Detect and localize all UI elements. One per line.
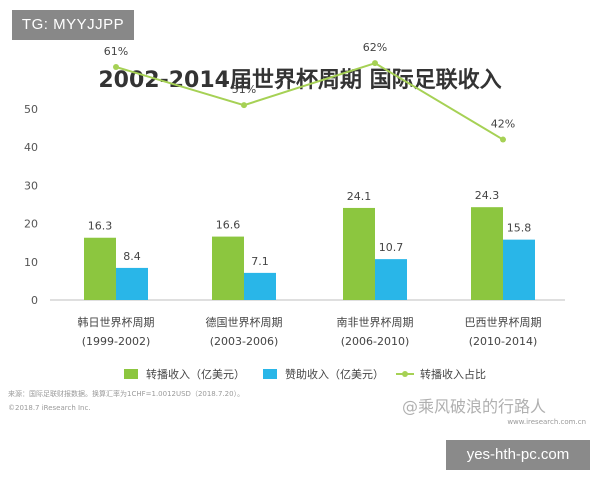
y-tick-label: 0 xyxy=(31,294,38,307)
x-category-sublabel: (2006-2010) xyxy=(341,335,410,348)
y-tick-label: 10 xyxy=(24,256,38,269)
legend-label: 转播收入占比 xyxy=(420,367,486,381)
share-point xyxy=(241,102,247,109)
bar-broadcast xyxy=(343,207,375,300)
bar-sponsorship xyxy=(244,272,276,300)
legend-line-marker xyxy=(402,371,408,377)
bar-sponsorship xyxy=(116,267,148,300)
bar-value-label: 24.1 xyxy=(347,190,372,203)
x-category-label: 德国世界杯周期 xyxy=(206,315,283,329)
bar-sponsorship xyxy=(503,239,535,300)
bar-value-label: 8.4 xyxy=(123,250,141,263)
y-tick-label: 50 xyxy=(24,103,38,116)
share-line xyxy=(115,62,504,141)
bar-value-label: 24.3 xyxy=(475,189,500,202)
domain-tag: yes-hth-pc.com xyxy=(446,440,590,470)
label-layer: 16.3 16.6 24.1 24.3 8.4 7.1 10.7 15.8 61% 51% 62% 4… xyxy=(88,41,532,268)
overlay-tag: TG: MYYJJPP xyxy=(12,10,134,40)
copyright-note: ©2018.7 iResearch Inc. xyxy=(8,404,91,412)
legend-label: 转播收入（亿美元） xyxy=(146,367,245,381)
share-point xyxy=(500,136,506,143)
x-category-label: 巴西世界杯周期 xyxy=(465,315,542,329)
bar-value-label: 16.3 xyxy=(88,220,113,233)
bar-value-label: 10.7 xyxy=(379,241,404,254)
source-note: 来源：国际足联财报数据。换算汇率为1CHF=1.0012USD（2018.7.2… xyxy=(8,390,245,398)
bar-value-label: 7.1 xyxy=(251,255,269,268)
share-label: 62% xyxy=(363,41,387,54)
bar-value-label: 16.6 xyxy=(216,219,241,232)
y-tick-label: 20 xyxy=(24,218,38,231)
chart-title: 2002-2014届世界杯周期 国际足联收入 xyxy=(98,68,502,93)
legend-swatch xyxy=(263,369,277,379)
bar-sponsorship xyxy=(375,259,407,300)
x-category-sublabel: (2003-2006) xyxy=(210,335,279,348)
axis-layer: 0 10 20 30 40 50 韩日世界杯周期 (1999-2002) 德国世界杯周期 (200… xyxy=(24,103,565,348)
line-layer xyxy=(113,60,506,143)
legend-layer: 转播收入（亿美元） 赞助收入（亿美元） 转播收入占比 xyxy=(124,367,486,381)
share-point xyxy=(113,63,119,70)
share-label: 61% xyxy=(104,45,128,58)
x-category-label: 韩日世界杯周期 xyxy=(78,315,155,329)
x-category-sublabel: (2010-2014) xyxy=(469,335,538,348)
x-category-label: 南非世界杯周期 xyxy=(337,315,414,329)
y-tick-label: 40 xyxy=(24,141,38,154)
legend-swatch xyxy=(124,369,138,379)
bar-broadcast xyxy=(471,207,503,300)
y-tick-label: 30 xyxy=(24,179,38,192)
share-label: 51% xyxy=(232,83,256,96)
share-point xyxy=(372,60,378,67)
legend-label: 赞助收入（亿美元） xyxy=(285,367,384,381)
bar-value-label: 15.8 xyxy=(507,222,532,235)
share-label: 42% xyxy=(491,118,515,131)
bar-broadcast xyxy=(84,237,116,300)
x-category-sublabel: (1999-2002) xyxy=(82,335,151,348)
bar-broadcast xyxy=(212,236,244,300)
watermark-text: @乘风破浪的行路人 xyxy=(402,397,547,416)
site-url: www.iresearch.com.cn xyxy=(507,418,586,426)
bar-layer xyxy=(84,207,535,300)
